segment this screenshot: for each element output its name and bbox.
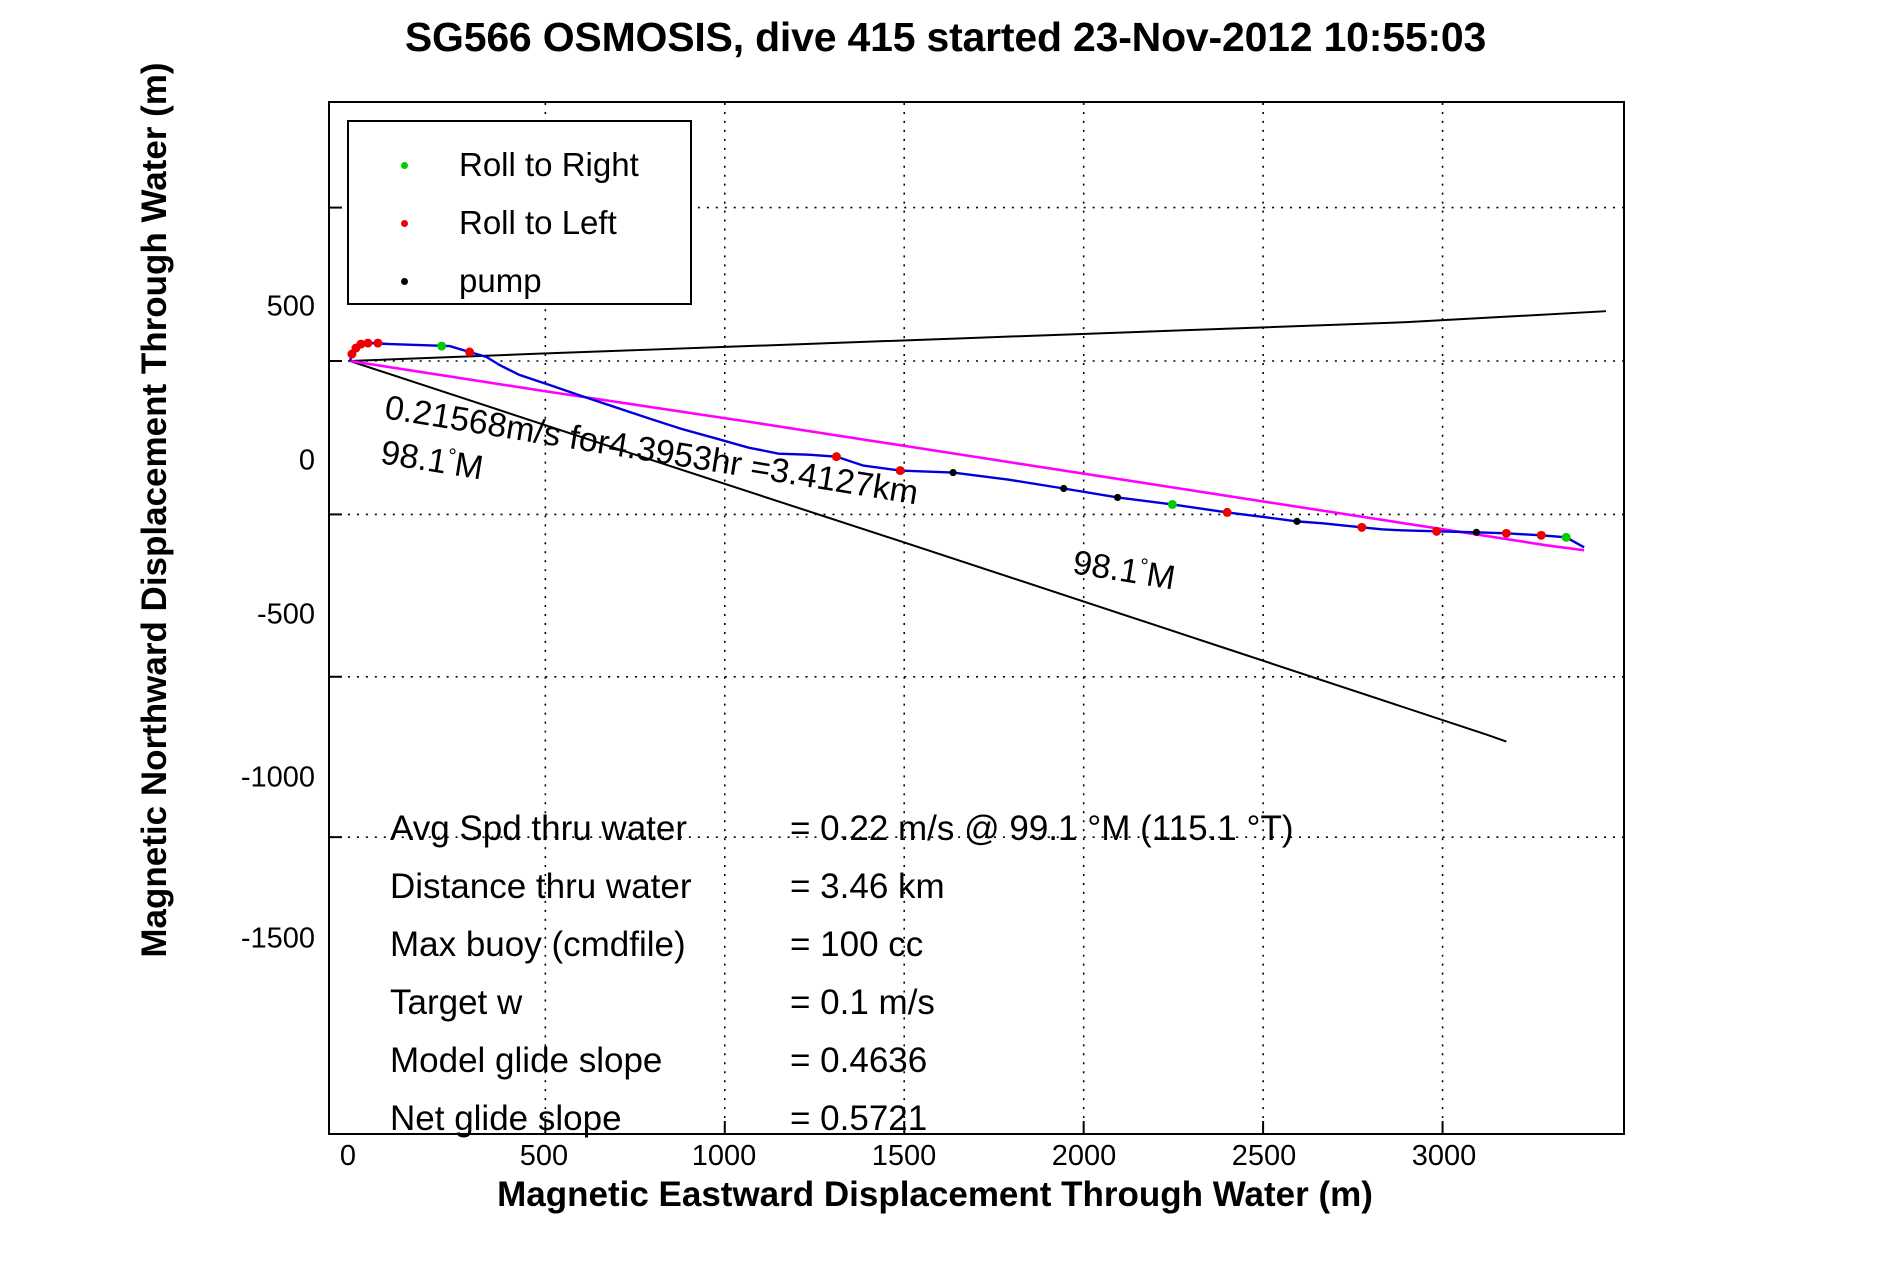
y-tick: -500 [256,598,315,631]
x-tick: 2500 [1231,1140,1297,1172]
stat-value: = 0.1 m/s [790,983,935,1022]
axis-ticks-left [330,206,342,839]
heading-right-suffix: M [1143,555,1178,598]
x-tick: 1500 [871,1140,937,1172]
stat-value: = 100 cc [790,925,924,964]
stat-value: = 0.5721 [790,1099,928,1138]
statistics-block: Avg Spd thru water = 0.22 m/s @ 99.1 °M … [390,800,1490,1148]
legend[interactable]: Roll to Right Roll to Left pump [347,120,692,305]
stat-key: Max buoy (cmdfile) [390,925,686,964]
stat-row: Max buoy (cmdfile) = 100 cc [390,916,1490,974]
stat-key: Distance thru water [390,867,692,906]
roll-to-right-marker-icon [349,161,459,169]
x-axis-label: Magnetic Eastward Displacement Through W… [497,1175,1373,1214]
axis-ticks-bottom [544,1121,1444,1133]
page-title: SG566 OSMOSIS, dive 415 started 23-Nov-2… [404,14,1487,60]
x-axis-tick-labels: 0 500 1000 1500 2000 2500 3000 [328,1140,1625,1186]
legend-label: pump [459,262,542,299]
y-tick: -1000 [240,761,315,794]
y-tick: 0 [298,444,315,477]
upper-bound-line [349,310,1607,362]
legend-item-roll-to-left[interactable]: Roll to Left [349,194,690,252]
pump-markers [949,468,1481,536]
roll-to-left-marker-icon [349,219,459,227]
x-tick: 2000 [1051,1140,1117,1172]
legend-label: Roll to Left [459,204,617,241]
stat-row: Distance thru water = 3.46 km [390,858,1490,916]
stat-row: Model glide slope = 0.4636 [390,1032,1490,1090]
stat-value: = 0.22 m/s @ 99.1 °M (115.1 °T) [790,809,1294,848]
stat-value: = 0.4636 [790,1041,928,1080]
legend-label: Roll to Right [459,146,639,183]
heading-left-suffix: M [451,445,486,488]
stat-row: Target w = 0.1 m/s [390,974,1490,1032]
pump-marker-icon [349,277,459,285]
y-axis-tick-labels: 500 0 -500 -1000 -1500 [150,101,315,1135]
x-tick: 0 [339,1140,357,1172]
stat-key: Target w [390,983,523,1022]
roll-to-right-markers [437,341,1571,542]
lower-bound-line [349,360,1507,743]
x-tick: 500 [519,1140,569,1172]
legend-item-pump[interactable]: pump [349,252,690,310]
model-glide-line [349,359,1585,552]
legend-item-roll-to-right[interactable]: Roll to Right [349,136,690,194]
roll-to-left-markers [347,338,1546,540]
x-tick: 3000 [1411,1140,1477,1172]
y-tick: -1500 [240,922,315,955]
x-tick: 1000 [691,1140,757,1172]
y-tick: 500 [266,290,315,323]
stat-row: Avg Spd thru water = 0.22 m/s @ 99.1 °M … [390,800,1490,858]
stat-key: Avg Spd thru water [390,809,688,848]
stat-value: = 3.46 km [790,867,945,906]
stat-key: Model glide slope [390,1041,663,1080]
stat-key: Net glide slope [390,1099,622,1138]
stat-row: Net glide slope = 0.5721 [390,1090,1490,1148]
